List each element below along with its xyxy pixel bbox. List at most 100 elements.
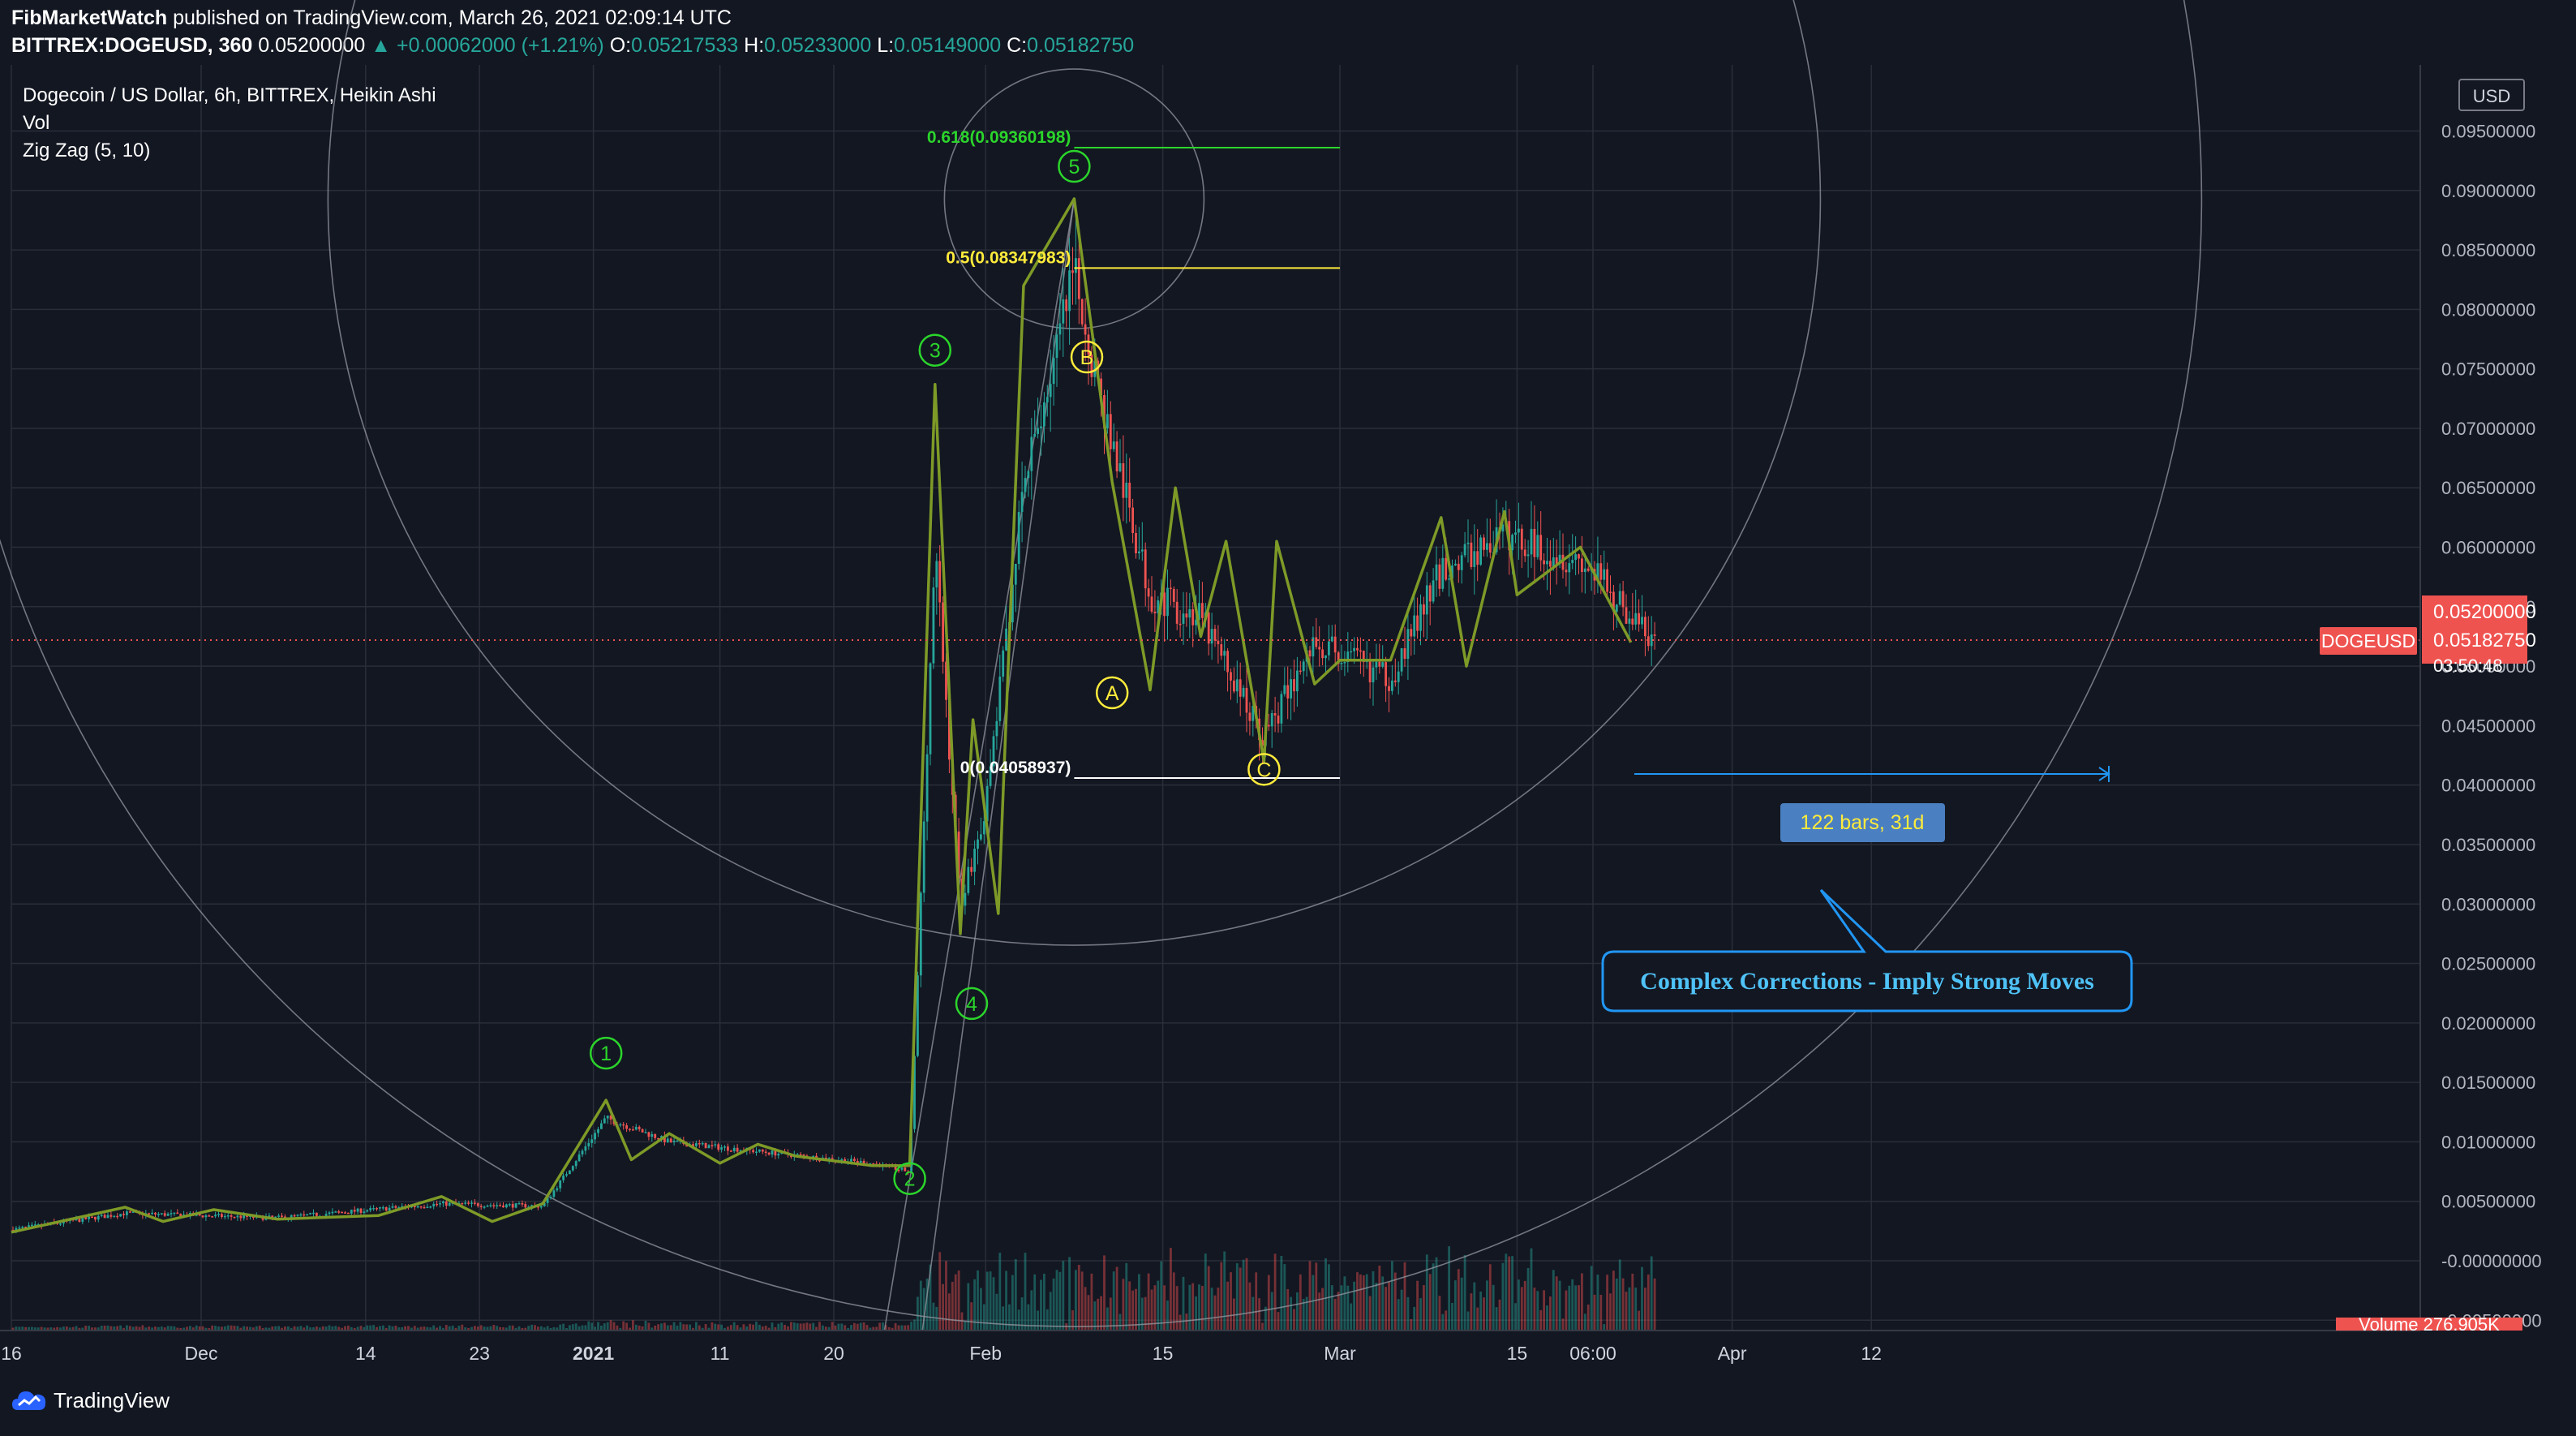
candle-body — [1631, 618, 1634, 625]
volume-bar — [1641, 1266, 1643, 1331]
volume-bar — [109, 1326, 113, 1331]
candle-body — [394, 1206, 397, 1208]
candle-body — [1476, 551, 1479, 565]
date-range-measure[interactable]: 122 bars, 31d — [1634, 766, 2110, 842]
volume-bar — [1093, 1301, 1097, 1331]
usd-box[interactable] — [2458, 79, 2525, 111]
candle-body — [1615, 604, 1618, 612]
candle-body — [157, 1214, 160, 1215]
candle-body — [439, 1203, 441, 1205]
candle-body — [600, 1123, 603, 1129]
volume-bar — [1055, 1270, 1058, 1331]
volume-bar — [1144, 1296, 1147, 1331]
range-label-box — [1780, 803, 1945, 842]
volume-bar — [1423, 1285, 1425, 1331]
candle-body — [1093, 360, 1097, 377]
candle-body — [1546, 561, 1548, 565]
volume-bar — [1242, 1259, 1245, 1331]
publisher-name[interactable]: FibMarketWatch — [11, 6, 168, 29]
volume-bar — [1340, 1285, 1343, 1331]
volume-bar — [1020, 1297, 1024, 1331]
volume-bar — [534, 1325, 536, 1331]
candle-body — [1350, 651, 1353, 653]
candle-body — [720, 1147, 723, 1150]
volume-bar — [878, 1322, 881, 1331]
candle-body — [1261, 740, 1264, 746]
volume-bar — [1118, 1313, 1122, 1331]
volume-bar — [1150, 1289, 1153, 1331]
volume-bar — [1024, 1253, 1027, 1331]
legend-vol[interactable]: Vol — [23, 112, 50, 134]
candle-body — [1037, 428, 1039, 434]
candle-body — [638, 1126, 641, 1129]
usd-label: USD — [2473, 86, 2510, 106]
volume-bar — [1451, 1302, 1453, 1331]
candle-body — [442, 1201, 444, 1204]
candle-body — [1233, 680, 1235, 692]
volume-bar — [818, 1322, 821, 1331]
candle-body — [1406, 629, 1410, 660]
callout[interactable]: Complex Corrections - Imply Strong Moves — [1601, 888, 2133, 1013]
candle-body — [676, 1140, 679, 1142]
candle-body — [1606, 569, 1608, 592]
volume-bar — [755, 1322, 758, 1331]
candle-body — [113, 1215, 116, 1218]
candle-body — [1140, 549, 1144, 552]
volume-bar — [1220, 1262, 1223, 1331]
volume-bar — [173, 1326, 176, 1331]
fib-levels[interactable]: 0.618(0.09360198) 0.5(0.08347983) 0(0.0405… — [927, 128, 1340, 780]
volume-bar — [1217, 1288, 1220, 1331]
volume-bar — [1498, 1299, 1501, 1331]
price-axis[interactable]: 0.09500000 0.09000000 0.08500000 0.08000000… — [2419, 65, 2576, 1371]
candle-body — [727, 1146, 729, 1151]
volume-tag — [2336, 1318, 2522, 1331]
volume-bar — [562, 1323, 565, 1331]
volume-bar — [401, 1326, 404, 1331]
tradingview-logo[interactable]: TradingView — [11, 1387, 170, 1413]
candle-body — [416, 1206, 419, 1208]
volume-bar — [1438, 1296, 1441, 1331]
candle-body — [1065, 299, 1068, 312]
candle-body — [1543, 560, 1545, 565]
volume-bar — [1175, 1286, 1179, 1331]
candle-body — [208, 1215, 211, 1217]
fib-arc — [943, 68, 1205, 329]
candle-body — [173, 1212, 176, 1215]
candle-body — [654, 1133, 657, 1138]
candle-body — [1413, 615, 1416, 637]
candle-body — [363, 1211, 366, 1213]
time-axis[interactable]: 16 Dec 14 23 2021 11 20 Feb 15 Mar 15 06:00 Apr 12 — [0, 1330, 2420, 1364]
volume-bar — [1071, 1309, 1074, 1331]
volume-bar — [350, 1326, 353, 1331]
legend-title[interactable]: Dogecoin / US Dollar, 6h, BITTREX, Heiki… — [23, 84, 436, 106]
volume-bar — [1596, 1275, 1599, 1331]
volume-bar — [274, 1326, 277, 1331]
volume-bar — [850, 1325, 852, 1331]
candle-body — [1040, 426, 1042, 428]
volume-bar — [985, 1271, 989, 1331]
candle-body — [714, 1144, 717, 1146]
volume-bar — [1131, 1290, 1134, 1331]
candle-body — [21, 1227, 24, 1228]
candle-body — [1432, 580, 1435, 602]
candle-body — [929, 663, 932, 755]
symbol-label[interactable]: BITTREX:DOGEUSD, 360 — [11, 34, 253, 57]
range-label: 122 bars, 31d — [1801, 811, 1925, 834]
price-tick-label: 0.03500000 — [2441, 835, 2535, 855]
volume-bar — [1185, 1313, 1188, 1331]
candle-body — [1403, 648, 1406, 660]
candle-body — [1483, 537, 1485, 550]
candle-body — [1103, 394, 1106, 428]
volume-bar — [1270, 1292, 1273, 1331]
volume-bar — [774, 1326, 777, 1331]
volume-bar — [1090, 1273, 1093, 1331]
volume-bar — [546, 1326, 549, 1331]
legend-zigzag[interactable]: Zig Zag (5, 10) — [23, 140, 151, 161]
volume-bar — [489, 1326, 492, 1331]
volume-bar — [198, 1326, 201, 1331]
volume-bar — [539, 1326, 543, 1331]
candle-body — [1188, 608, 1191, 618]
candle-body — [381, 1207, 384, 1209]
price-chart[interactable]: 0.618(0.09360198) 0.5(0.08347983) 0(0.0405… — [0, 0, 2576, 1371]
candle-body — [429, 1206, 432, 1208]
